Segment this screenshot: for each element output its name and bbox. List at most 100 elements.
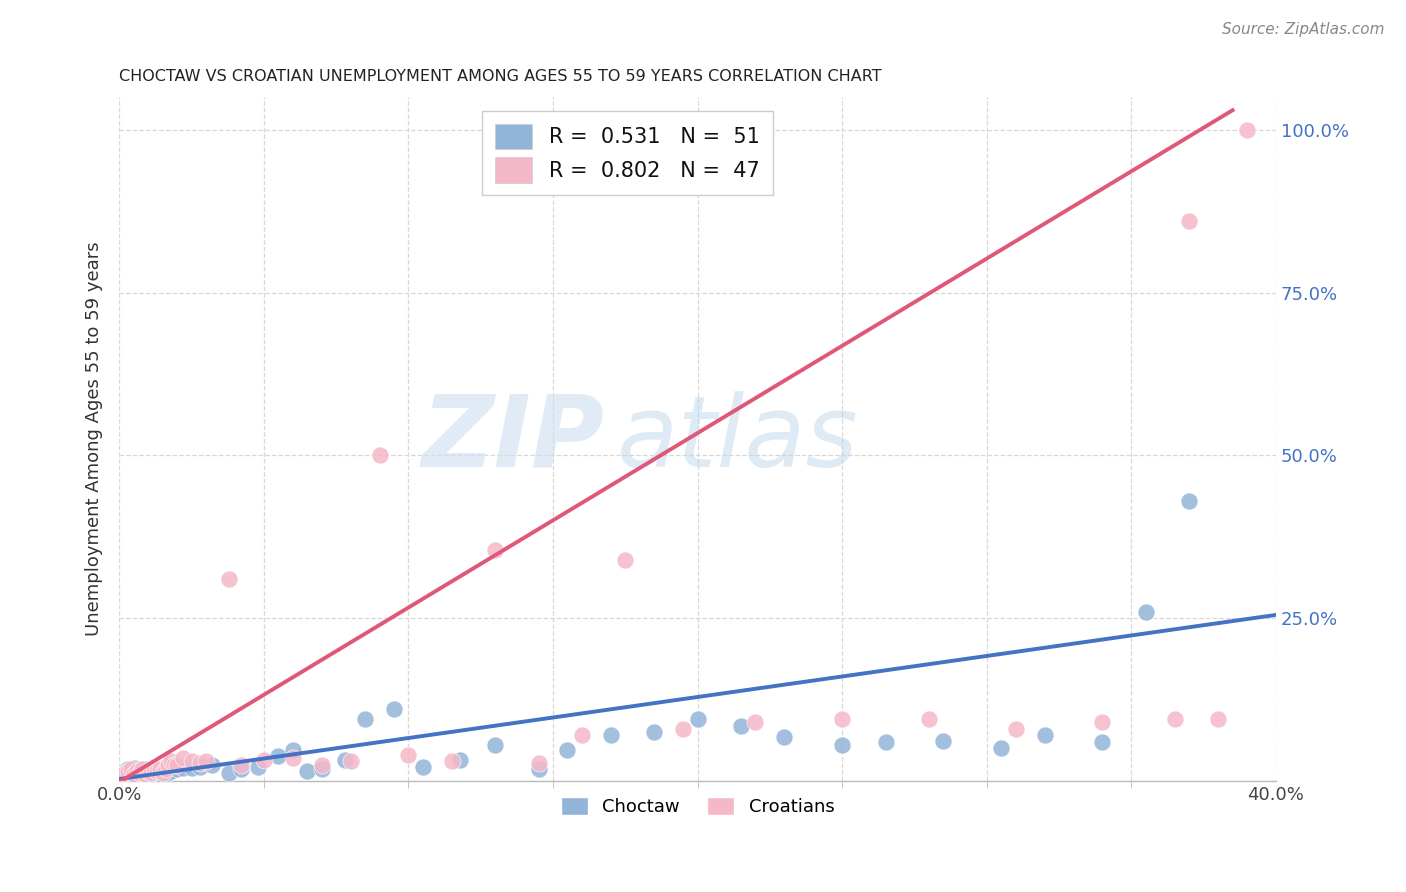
Point	[136, 764, 159, 779]
Point	[180, 761, 202, 775]
Point	[125, 769, 148, 783]
Point	[1178, 214, 1201, 228]
Point	[134, 762, 156, 776]
Text: Source: ZipAtlas.com: Source: ZipAtlas.com	[1222, 22, 1385, 37]
Point	[614, 552, 637, 566]
Point	[180, 755, 202, 769]
Point	[932, 733, 955, 747]
Point	[195, 755, 218, 769]
Point	[163, 757, 186, 772]
Point	[730, 718, 752, 732]
Text: CHOCTAW VS CROATIAN UNEMPLOYMENT AMONG AGES 55 TO 59 YEARS CORRELATION CHART: CHOCTAW VS CROATIAN UNEMPLOYMENT AMONG A…	[120, 69, 882, 84]
Point	[599, 728, 621, 742]
Point	[160, 755, 183, 769]
Point	[484, 542, 506, 557]
Point	[120, 762, 142, 776]
Point	[773, 730, 796, 744]
Point	[831, 712, 853, 726]
Point	[188, 756, 211, 770]
Point	[229, 762, 252, 776]
Point	[146, 764, 169, 779]
Point	[152, 766, 174, 780]
Point	[354, 712, 377, 726]
Point	[831, 738, 853, 752]
Y-axis label: Unemployment Among Ages 55 to 59 years: Unemployment Among Ages 55 to 59 years	[86, 242, 103, 636]
Point	[311, 762, 333, 776]
Point	[218, 766, 240, 780]
Point	[131, 766, 153, 780]
Point	[557, 743, 579, 757]
Point	[450, 753, 472, 767]
Point	[1164, 712, 1187, 726]
Point	[297, 764, 319, 779]
Point	[918, 712, 941, 726]
Point	[311, 757, 333, 772]
Point	[172, 761, 194, 775]
Point	[339, 755, 361, 769]
Point	[125, 764, 148, 779]
Point	[120, 767, 142, 781]
Point	[111, 767, 134, 781]
Text: ZIP: ZIP	[422, 391, 605, 488]
Point	[155, 764, 177, 779]
Point	[114, 764, 136, 779]
Point	[527, 762, 550, 776]
Point	[382, 702, 405, 716]
Point	[122, 761, 145, 775]
Legend: Choctaw, Croatians: Choctaw, Croatians	[554, 789, 842, 823]
Point	[1091, 735, 1114, 749]
Point	[333, 753, 356, 767]
Point	[143, 767, 166, 781]
Point	[1206, 712, 1229, 726]
Point	[149, 764, 172, 779]
Point	[188, 759, 211, 773]
Point	[166, 762, 188, 776]
Point	[128, 764, 150, 779]
Point	[146, 766, 169, 780]
Point	[1091, 715, 1114, 730]
Point	[281, 743, 304, 757]
Point	[643, 725, 665, 739]
Point	[1033, 728, 1056, 742]
Point	[253, 753, 276, 767]
Point	[686, 712, 709, 726]
Point	[281, 751, 304, 765]
Point	[143, 761, 166, 775]
Point	[136, 767, 159, 781]
Point	[117, 762, 139, 776]
Point	[111, 766, 134, 780]
Point	[744, 715, 766, 730]
Point	[1135, 605, 1157, 619]
Point	[218, 572, 240, 586]
Point	[172, 751, 194, 765]
Point	[114, 766, 136, 780]
Point	[166, 757, 188, 772]
Point	[527, 756, 550, 770]
Point	[149, 762, 172, 776]
Point	[398, 747, 420, 762]
Point	[139, 766, 162, 780]
Point	[117, 764, 139, 779]
Point	[1178, 494, 1201, 508]
Point	[990, 741, 1012, 756]
Point	[571, 728, 593, 742]
Point	[157, 757, 180, 772]
Point	[155, 762, 177, 776]
Point	[368, 449, 391, 463]
Point	[484, 738, 506, 752]
Point	[267, 749, 290, 764]
Point	[440, 755, 463, 769]
Point	[139, 764, 162, 779]
Point	[160, 764, 183, 779]
Point	[1236, 122, 1258, 136]
Point	[134, 767, 156, 781]
Point	[1004, 722, 1026, 736]
Text: atlas: atlas	[617, 391, 858, 488]
Point	[247, 759, 270, 773]
Point	[157, 766, 180, 780]
Point	[152, 769, 174, 783]
Point	[131, 762, 153, 776]
Point	[875, 735, 897, 749]
Point	[229, 757, 252, 772]
Point	[412, 759, 434, 773]
